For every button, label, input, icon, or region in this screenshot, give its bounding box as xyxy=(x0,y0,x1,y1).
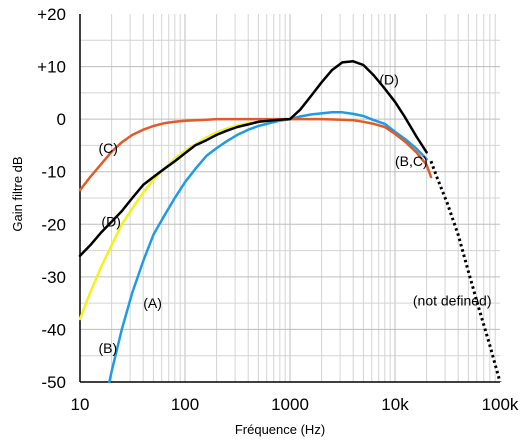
y-tick-label: -50 xyxy=(41,373,66,392)
y-tick-label: +10 xyxy=(37,58,66,77)
x-tick-label: 100k xyxy=(482,395,519,414)
y-tick-label: 0 xyxy=(57,110,66,129)
chart-tick-labels: +20 +10 0 -10 -20 -30 -40 -50 10 100 1000 10k 100k xyxy=(37,5,519,414)
y-axis-label: Gain filtre dB xyxy=(10,156,25,231)
y-tick-label: -20 xyxy=(41,215,66,234)
x-tick-label: 10k xyxy=(381,395,409,414)
annotation-label: (B,C) xyxy=(395,153,428,169)
annotation-label: (A) xyxy=(143,295,162,311)
annotation-label: (B) xyxy=(98,340,117,356)
annotation-label: (D) xyxy=(101,214,120,230)
y-tick-label: -40 xyxy=(41,320,66,339)
series-line-D xyxy=(78,60,428,258)
chart-series xyxy=(78,60,502,384)
x-tick-label: 10 xyxy=(71,395,90,414)
y-tick-label: -10 xyxy=(41,163,66,182)
chart-annotations: (A) (B) (C) (D) (D) (B,C) (not defined) xyxy=(98,72,491,356)
annotation-label: (C) xyxy=(98,140,117,156)
series-line-C xyxy=(78,117,433,192)
y-tick-label: +20 xyxy=(37,5,66,24)
x-tick-label: 100 xyxy=(171,395,199,414)
x-axis-label: Fréquence (Hz) xyxy=(235,422,325,437)
y-tick-label: -30 xyxy=(41,268,66,287)
x-tick-label: 1000 xyxy=(271,395,309,414)
annotation-label: (not defined) xyxy=(413,293,492,309)
chart-grid xyxy=(80,14,500,382)
series-line-A xyxy=(108,111,428,384)
annotation-label: (D) xyxy=(379,72,398,88)
chart-axes xyxy=(79,14,500,383)
